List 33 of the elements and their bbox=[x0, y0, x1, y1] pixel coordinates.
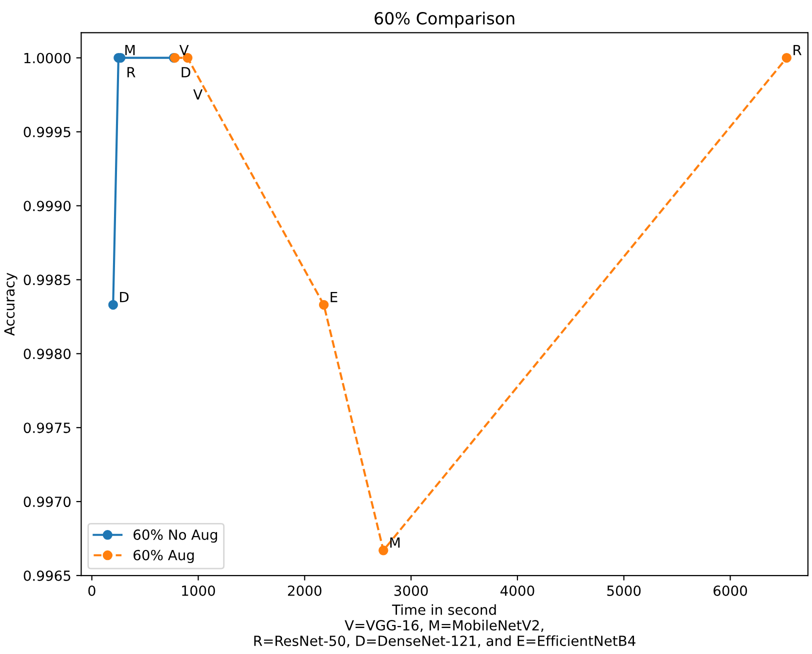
legend-label: 60% Aug bbox=[134, 550, 194, 564]
annotation: M bbox=[390, 537, 400, 548]
annotation: M bbox=[125, 44, 135, 56]
annotation: V bbox=[193, 89, 203, 100]
x-tick-label: 5000 bbox=[607, 585, 641, 596]
legend-label: 60% No Aug bbox=[134, 529, 218, 543]
y-tick-label: 0.9980 bbox=[24, 348, 71, 360]
y-tick-label: 0.9995 bbox=[24, 126, 70, 138]
y-axis-title: Accuracy bbox=[4, 272, 18, 336]
x-axis-title: Time in second V=VGG-16, M=MobileNetV2, R=ResNet-50, D=DenseNet-121, and E=EfficientNetB4 bbox=[254, 604, 636, 648]
x-tick-label: 0 bbox=[88, 585, 96, 596]
y-tick-label: 1.0000 bbox=[24, 52, 71, 64]
point bbox=[378, 546, 388, 556]
x-tick-label: 3000 bbox=[394, 585, 428, 596]
y-tick-label: 0.9975 bbox=[24, 422, 70, 434]
annotation: R bbox=[794, 44, 802, 56]
x-tick-label: 4000 bbox=[500, 585, 534, 596]
x-tick-label: 6000 bbox=[714, 585, 748, 596]
annotation: D bbox=[120, 292, 129, 302]
point bbox=[318, 300, 329, 310]
y-tick-label: 0.9990 bbox=[24, 200, 71, 212]
point bbox=[108, 300, 118, 310]
x-tick-label: 1000 bbox=[182, 585, 215, 596]
x-tick-label: 2000 bbox=[288, 585, 322, 596]
point bbox=[782, 52, 792, 63]
annotation: D bbox=[182, 67, 190, 78]
y-tick-label: 0.9970 bbox=[24, 496, 71, 508]
annotation: V bbox=[179, 44, 189, 56]
annotation: R bbox=[127, 67, 136, 78]
y-tick-label: 0.9985 bbox=[24, 274, 70, 286]
y-tick-label: 0.9965 bbox=[24, 570, 70, 581]
chart-title: 60% Comparison bbox=[374, 12, 514, 28]
annotation: E bbox=[330, 292, 338, 302]
